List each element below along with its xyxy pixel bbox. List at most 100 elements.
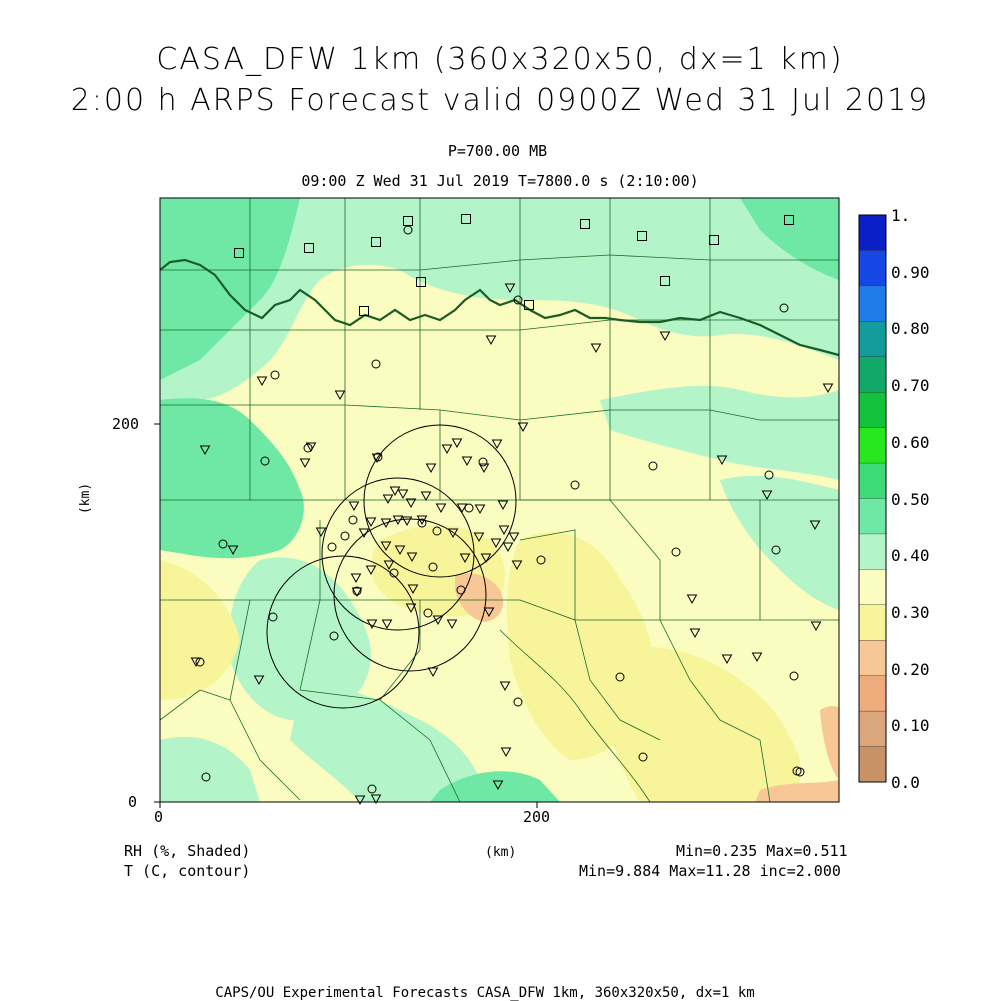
radar-ring [266, 555, 420, 709]
station-triangle-marker [497, 500, 509, 511]
station-triangle-marker [371, 453, 383, 464]
colorbar-frame [858, 214, 887, 783]
station-circle-marker [367, 784, 377, 794]
station-circle-marker [201, 772, 211, 782]
station-triangle-marker [370, 794, 382, 805]
station-circle-marker [638, 752, 648, 762]
colorbar-swatch [858, 462, 887, 499]
colorbar-swatch [858, 427, 887, 464]
station-triangle-marker [447, 528, 459, 539]
colorbar-swatch [858, 285, 887, 322]
station-triangle-marker [365, 517, 377, 528]
station-circle-marker [423, 608, 433, 618]
station-circle-marker [389, 568, 399, 578]
t-range: Min=9.884 Max=11.28 inc=2.000 [579, 862, 841, 880]
station-circle-marker [789, 671, 799, 681]
station-triangle-marker [659, 331, 671, 342]
station-triangle-marker [366, 619, 378, 630]
x-axis-label: (km) [485, 845, 517, 860]
colorbar-swatch [858, 746, 887, 783]
station-triangle-marker [810, 621, 822, 632]
colorbar-swatch [858, 533, 887, 570]
station-triangle-marker [405, 498, 417, 509]
station-square-marker [304, 243, 314, 253]
station-triangle-marker [761, 490, 773, 501]
station-triangle-marker [485, 335, 497, 346]
station-circle-marker [513, 697, 523, 707]
radar-ring [363, 424, 517, 578]
station-triangle-marker [511, 560, 523, 571]
colorbar-label: 0.20 [891, 659, 930, 679]
field-2-label: T (C, contour) [124, 862, 251, 880]
station-circle-marker [671, 547, 681, 557]
station-triangle-marker [480, 553, 492, 564]
station-triangle-marker [425, 463, 437, 474]
colorbar-label: 0.70 [891, 376, 930, 396]
station-triangle-marker [397, 489, 409, 500]
station-triangle-marker [517, 422, 529, 433]
station-circle-marker [340, 531, 350, 541]
station-triangle-marker [354, 795, 366, 806]
station-triangle-marker [473, 532, 485, 543]
station-triangle-marker [190, 657, 202, 668]
rh-range: Min=0.235 Max=0.511 [676, 842, 848, 860]
station-triangle-marker [474, 504, 486, 515]
station-square-marker [416, 277, 426, 287]
station-triangle-marker [350, 573, 362, 584]
station-triangle-marker [401, 516, 413, 527]
station-square-marker [371, 237, 381, 247]
station-triangle-marker [407, 584, 419, 595]
station-triangle-marker [420, 491, 432, 502]
station-triangle-marker [348, 501, 360, 512]
station-triangle-marker [435, 503, 447, 514]
station-circle-marker [371, 359, 381, 369]
station-triangle-marker [432, 615, 444, 626]
state-border [160, 258, 839, 357]
axis-ticks [154, 423, 538, 808]
title-line-2: 2:00 h ARPS Forecast valid 0900Z Wed 31 … [70, 83, 930, 118]
station-square-marker [524, 300, 534, 310]
county-boundaries [160, 198, 839, 802]
station-triangle-marker [686, 594, 698, 605]
station-triangle-marker [227, 545, 239, 556]
station-triangle-marker [299, 458, 311, 469]
station-triangle-marker [382, 494, 394, 505]
station-triangle-marker [483, 607, 495, 618]
station-triangle-marker [490, 538, 502, 549]
station-triangle-marker [504, 283, 516, 294]
station-triangle-marker [499, 681, 511, 692]
colorbar-swatch [858, 675, 887, 712]
station-triangle-marker [305, 442, 317, 453]
colorbar-swatch [858, 250, 887, 287]
station-square-marker [580, 219, 590, 229]
station-circle-marker [771, 545, 781, 555]
station-triangle-marker [441, 444, 453, 455]
station-triangle-marker [380, 541, 392, 552]
colorbar-label: 0.60 [891, 432, 930, 452]
station-circle-marker [513, 295, 523, 305]
station-triangle-marker [492, 780, 504, 791]
station-triangle-marker [365, 565, 377, 576]
x-tick-0: 0 [154, 808, 164, 826]
colorbar-label: 0.40 [891, 546, 930, 566]
colorbar-swatch [858, 710, 887, 748]
station-triangle-marker [199, 445, 211, 456]
title-line-1: CASA_DFW 1km (360x320x50, dx=1 km) [156, 42, 844, 77]
colorbar-label: 0.90 [891, 262, 930, 282]
station-circle-marker [536, 555, 546, 565]
colorbar-label: 1. [891, 206, 911, 225]
colorbar-label: 0.0 [891, 773, 920, 792]
station-triangle-marker [590, 343, 602, 354]
station-triangle-marker [416, 515, 428, 526]
station-square-marker [234, 248, 244, 258]
colorbar-label: 0.10 [891, 716, 930, 736]
station-circle-marker [403, 225, 413, 235]
station-triangle-marker [405, 603, 417, 614]
field-1-label: RH (%, Shaded) [124, 842, 251, 860]
station-circle-marker [329, 631, 339, 641]
colorbar-swatch [858, 321, 887, 358]
pressure-level: P=700.00 MB [447, 142, 548, 160]
station-circle-marker [478, 457, 488, 467]
plot-frame [159, 197, 840, 803]
